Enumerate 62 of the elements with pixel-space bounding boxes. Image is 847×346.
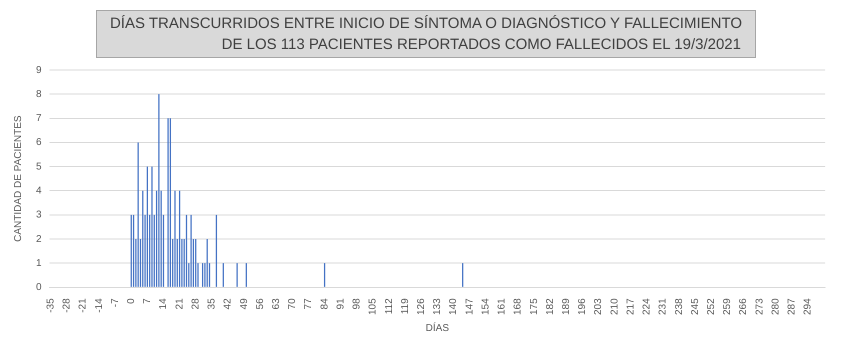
x-tick-label: 182: [544, 298, 556, 316]
x-tick-label: 133: [432, 298, 444, 316]
x-tick-label: 210: [609, 298, 620, 316]
x-tick-label: 245: [690, 298, 701, 316]
x-tick-label: 217: [625, 298, 636, 316]
y-tick-label: 1: [36, 258, 42, 269]
x-tick-label: 168: [512, 298, 524, 316]
chart-title: DÍAS TRANSCURRIDOS ENTRE INICIO DE SÍNTOMA O DIAGNÓSTICO Y FALLECIMIENTO DE LOS 113 PACIENTES REPORTADOS COMO FALLECIDOS EL 19/3/2021: [108, 14, 744, 55]
x-tick-label: 56: [254, 298, 266, 310]
x-tick-label: 42: [222, 298, 234, 310]
y-tick-label: 9: [36, 64, 42, 76]
x-tick-label: 126: [416, 298, 427, 316]
y-tick-label: 0: [36, 282, 42, 294]
x-tick-label: 77: [303, 298, 314, 310]
x-tick-label: 140: [448, 298, 460, 316]
x-tick-label: 0: [126, 298, 138, 304]
x-tick-label: 14: [158, 298, 170, 310]
y-tick-label: 5: [36, 161, 42, 172]
x-tick-label: 21: [174, 298, 186, 310]
x-tick-label: 280: [770, 298, 782, 316]
x-tick-label: 252: [706, 298, 717, 316]
x-tick-label: -7: [110, 298, 121, 308]
x-tick-label: 294: [802, 298, 814, 316]
x-tick-label: 105: [368, 298, 379, 316]
x-tick-label: 266: [738, 298, 750, 316]
x-tick-label: -14: [94, 298, 105, 313]
x-tick-label: 35: [206, 298, 218, 310]
x-tick-label: 231: [658, 298, 669, 316]
y-tick-label: 2: [36, 234, 42, 245]
y-tick-label: 7: [36, 113, 42, 124]
x-tick-label: 7: [142, 298, 154, 304]
x-tick-label: 154: [480, 298, 492, 316]
x-tick-label: 49: [238, 298, 250, 310]
x-tick-label: -28: [62, 298, 73, 313]
x-tick-label: 63: [271, 298, 282, 310]
title-panel: DÍAS TRANSCURRIDOS ENTRE INICIO DE SÍNTOMA O DIAGNÓSTICO Y FALLECIMIENTO DE LOS 113 PACIENTES REPORTADOS COMO FALLECIDOS EL 19/3/2021: [96, 10, 756, 58]
x-tick-label: 175: [528, 298, 540, 316]
x-tick-label: 84: [319, 298, 330, 310]
x-tick-label: 119: [400, 298, 411, 314]
x-tick-label: 112: [384, 298, 395, 314]
x-tick-label: 91: [335, 298, 346, 310]
y-tick-label: 8: [36, 88, 42, 100]
x-tick-label: 273: [754, 298, 766, 316]
y-tick-label: 3: [36, 210, 42, 221]
y-tick-label: 6: [36, 137, 42, 148]
x-tick-label: 161: [496, 298, 508, 316]
x-tick-label: 196: [577, 298, 588, 316]
x-tick-label: -21: [78, 298, 89, 313]
x-tick-label: 70: [287, 298, 298, 310]
x-tick-label: 203: [593, 298, 604, 316]
x-tick-label: 189: [560, 298, 572, 316]
x-tick-label: 98: [352, 298, 363, 310]
y-tick-label: 4: [36, 185, 42, 196]
x-axis-title: DÍAS: [426, 322, 450, 334]
x-tick-label: 224: [642, 298, 653, 316]
x-tick-label: 287: [786, 298, 798, 316]
x-tick-label: 238: [674, 298, 685, 316]
x-tick-label: 147: [464, 298, 476, 316]
x-tick-label: 28: [190, 298, 202, 310]
x-tick-label: -35: [45, 298, 56, 313]
y-axis-title: CANTIDAD DE PACIENTES: [12, 115, 24, 242]
x-tick-label: 259: [722, 298, 734, 316]
